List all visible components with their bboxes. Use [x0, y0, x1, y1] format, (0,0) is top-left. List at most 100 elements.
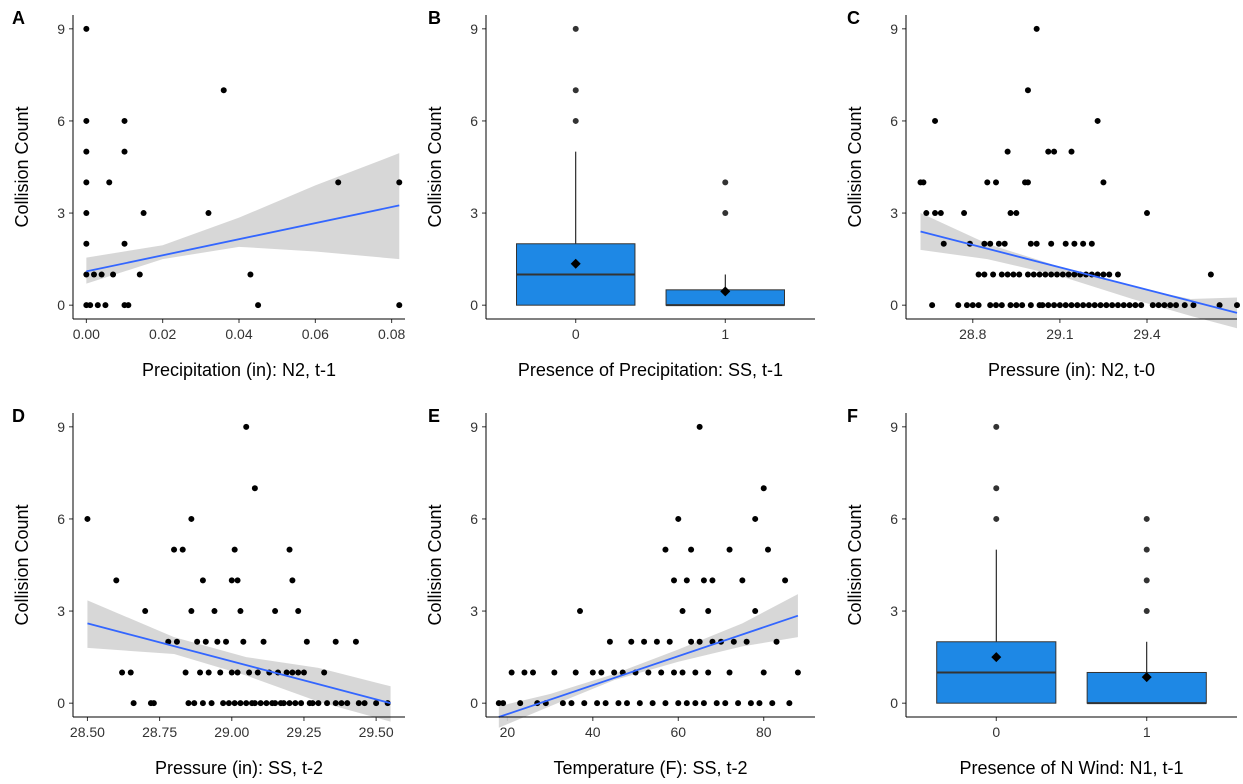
- data-point: [1059, 271, 1066, 278]
- data-point: [1161, 302, 1168, 309]
- x-tick-label: 28.8: [959, 326, 986, 342]
- data-point: [752, 515, 759, 522]
- data-point: [289, 669, 296, 676]
- confidence-band: [87, 600, 391, 722]
- data-point: [705, 669, 712, 676]
- data-point: [292, 700, 299, 707]
- data-point: [260, 638, 267, 645]
- data-point: [243, 700, 250, 707]
- data-point: [1120, 302, 1127, 309]
- data-point: [1068, 302, 1075, 309]
- data-point: [975, 271, 982, 278]
- y-tick-label: 3: [890, 603, 898, 619]
- data-point: [83, 117, 90, 124]
- y-tick-label: 3: [470, 205, 478, 221]
- y-tick-label: 9: [470, 21, 478, 37]
- data-point: [1048, 240, 1055, 247]
- data-point: [251, 700, 258, 707]
- x-tick-label: 28.50: [70, 724, 105, 740]
- data-point: [228, 577, 235, 584]
- data-point: [1013, 210, 1020, 217]
- data-point: [220, 700, 227, 707]
- data-point: [205, 669, 212, 676]
- data-point: [730, 638, 737, 645]
- data-point: [606, 638, 613, 645]
- data-point: [121, 240, 128, 247]
- data-point: [752, 608, 759, 615]
- x-axis-title: Temperature (F): SS, t-2: [553, 758, 747, 778]
- data-point: [1024, 271, 1031, 278]
- x-tick-label: 29.4: [1133, 326, 1160, 342]
- data-point: [602, 700, 609, 707]
- data-point: [171, 546, 178, 553]
- data-point: [984, 179, 991, 186]
- outlier-point: [572, 25, 579, 32]
- data-point: [1143, 210, 1150, 217]
- data-point: [923, 210, 930, 217]
- x-tick-label: 0.02: [149, 326, 176, 342]
- data-point: [641, 638, 648, 645]
- data-point: [572, 669, 579, 676]
- x-tick-label: 20: [500, 724, 516, 740]
- data-point: [283, 669, 290, 676]
- data-point: [255, 302, 262, 309]
- data-point: [675, 700, 682, 707]
- data-point: [743, 638, 750, 645]
- data-point: [211, 608, 218, 615]
- data-point: [1013, 302, 1020, 309]
- data-point: [679, 669, 686, 676]
- x-tick-label: 28.75: [142, 724, 177, 740]
- data-point: [990, 271, 997, 278]
- y-tick-label: 6: [57, 511, 65, 527]
- data-point: [577, 608, 583, 615]
- data-point: [760, 669, 767, 676]
- x-tick-label: 1: [721, 326, 729, 342]
- data-point: [1071, 240, 1078, 247]
- data-point: [696, 638, 703, 645]
- data-point: [234, 577, 241, 584]
- data-point: [140, 210, 147, 217]
- data-point: [1074, 302, 1081, 309]
- data-point: [344, 700, 351, 707]
- y-tick-label: 9: [57, 419, 65, 435]
- data-point: [1155, 302, 1162, 309]
- data-point: [352, 638, 359, 645]
- data-point: [658, 669, 665, 676]
- data-point: [1100, 179, 1107, 186]
- data-point: [289, 577, 296, 584]
- data-point: [142, 608, 149, 615]
- data-point: [1103, 302, 1110, 309]
- data-point: [202, 638, 209, 645]
- data-point: [1149, 302, 1156, 309]
- data-point: [1010, 271, 1017, 278]
- data-point: [1114, 302, 1121, 309]
- data-point: [1062, 240, 1069, 247]
- data-point: [295, 608, 302, 615]
- data-point: [756, 700, 763, 707]
- data-point: [1004, 271, 1011, 278]
- data-point: [121, 117, 128, 124]
- x-tick-label: 0.06: [302, 326, 329, 342]
- outlier-point: [993, 515, 1000, 522]
- data-point: [98, 271, 105, 278]
- data-point: [373, 700, 380, 707]
- data-point: [83, 210, 90, 217]
- data-point: [102, 302, 109, 309]
- data-point: [280, 700, 287, 707]
- data-point: [247, 271, 254, 278]
- data-point: [106, 179, 113, 186]
- x-tick-label: 29.1: [1046, 326, 1073, 342]
- data-point: [653, 638, 660, 645]
- data-point: [220, 87, 227, 94]
- data-point: [645, 669, 652, 676]
- data-point: [760, 485, 767, 492]
- data-point: [671, 669, 677, 676]
- data-point: [257, 700, 264, 707]
- data-point: [83, 240, 90, 247]
- y-tick-label: 6: [470, 511, 478, 527]
- data-point: [1126, 302, 1133, 309]
- x-tick-label: 80: [756, 724, 772, 740]
- data-point: [786, 700, 793, 707]
- data-point: [1068, 148, 1075, 155]
- data-point: [747, 700, 754, 707]
